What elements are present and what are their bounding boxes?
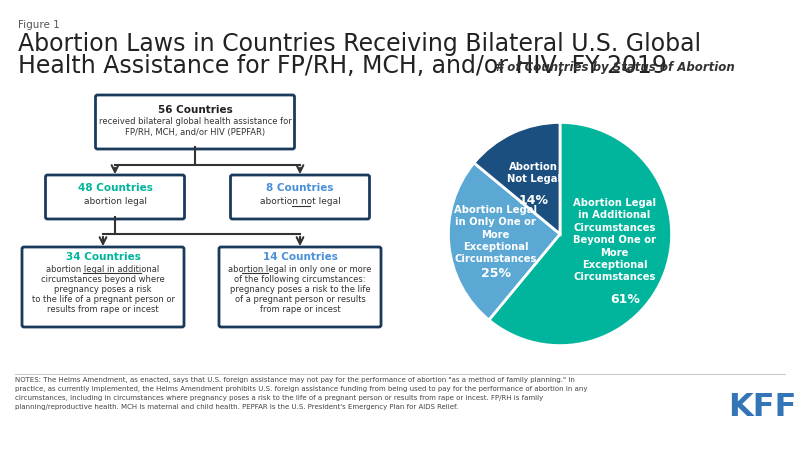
Text: 25%: 25% xyxy=(481,267,510,280)
Text: from rape or incest: from rape or incest xyxy=(260,306,340,315)
Text: results from rape or incest: results from rape or incest xyxy=(47,306,159,315)
Text: Health Assistance for FP/RH, MCH, and/or HIV, FY 2019: Health Assistance for FP/RH, MCH, and/or… xyxy=(18,54,667,78)
FancyBboxPatch shape xyxy=(22,247,184,327)
Text: KFF: KFF xyxy=(728,392,796,423)
Text: Abortion Laws in Countries Receiving Bilateral U.S. Global: Abortion Laws in Countries Receiving Bil… xyxy=(18,32,701,56)
Text: Abortion Legal
in Additional
Circumstances
Beyond One or
More
Exceptional
Circum: Abortion Legal in Additional Circumstanc… xyxy=(573,198,656,283)
FancyBboxPatch shape xyxy=(230,175,370,219)
Wedge shape xyxy=(474,122,560,234)
Text: pregnancy poses a risk to the life: pregnancy poses a risk to the life xyxy=(230,285,370,294)
Text: FP/RH, MCH, and/or HIV (PEPFAR): FP/RH, MCH, and/or HIV (PEPFAR) xyxy=(125,127,265,136)
Text: pregnancy poses a risk: pregnancy poses a risk xyxy=(54,285,152,294)
Text: abortion legal in only one or more: abortion legal in only one or more xyxy=(228,265,372,274)
Wedge shape xyxy=(449,163,560,320)
Text: Abortion Legal
in Only One or
More
Exceptional
Circumstances: Abortion Legal in Only One or More Excep… xyxy=(454,205,537,264)
Text: 14%: 14% xyxy=(519,194,549,207)
Text: of the following circumstances:: of the following circumstances: xyxy=(234,275,366,284)
Text: 14 Countries: 14 Countries xyxy=(262,252,338,262)
Text: NOTES: The Helms Amendment, as enacted, says that U.S. foreign assistance may no: NOTES: The Helms Amendment, as enacted, … xyxy=(15,377,587,410)
Wedge shape xyxy=(489,122,671,346)
Text: 61%: 61% xyxy=(610,293,640,306)
Text: circumstances beyond where: circumstances beyond where xyxy=(41,275,165,284)
Text: 48 Countries: 48 Countries xyxy=(78,183,153,193)
Text: 8 Countries: 8 Countries xyxy=(266,183,334,193)
FancyBboxPatch shape xyxy=(46,175,185,219)
FancyBboxPatch shape xyxy=(95,95,294,149)
FancyBboxPatch shape xyxy=(219,247,381,327)
Text: abortion legal in additional: abortion legal in additional xyxy=(46,265,160,274)
Text: 34 Countries: 34 Countries xyxy=(66,252,141,262)
Text: # of Countries by Status of Abortion: # of Countries by Status of Abortion xyxy=(495,60,735,73)
Text: abortion legal: abortion legal xyxy=(83,198,146,207)
Text: Figure 1: Figure 1 xyxy=(18,20,60,30)
Text: 56 Countries: 56 Countries xyxy=(158,105,232,115)
Text: to the life of a pregnant person or: to the life of a pregnant person or xyxy=(31,296,174,305)
Text: abortion not legal: abortion not legal xyxy=(260,198,340,207)
Text: received bilateral global health assistance for: received bilateral global health assista… xyxy=(98,117,291,126)
Text: Abortion
Not Legal: Abortion Not Legal xyxy=(507,162,561,184)
Text: of a pregnant person or results: of a pregnant person or results xyxy=(234,296,366,305)
